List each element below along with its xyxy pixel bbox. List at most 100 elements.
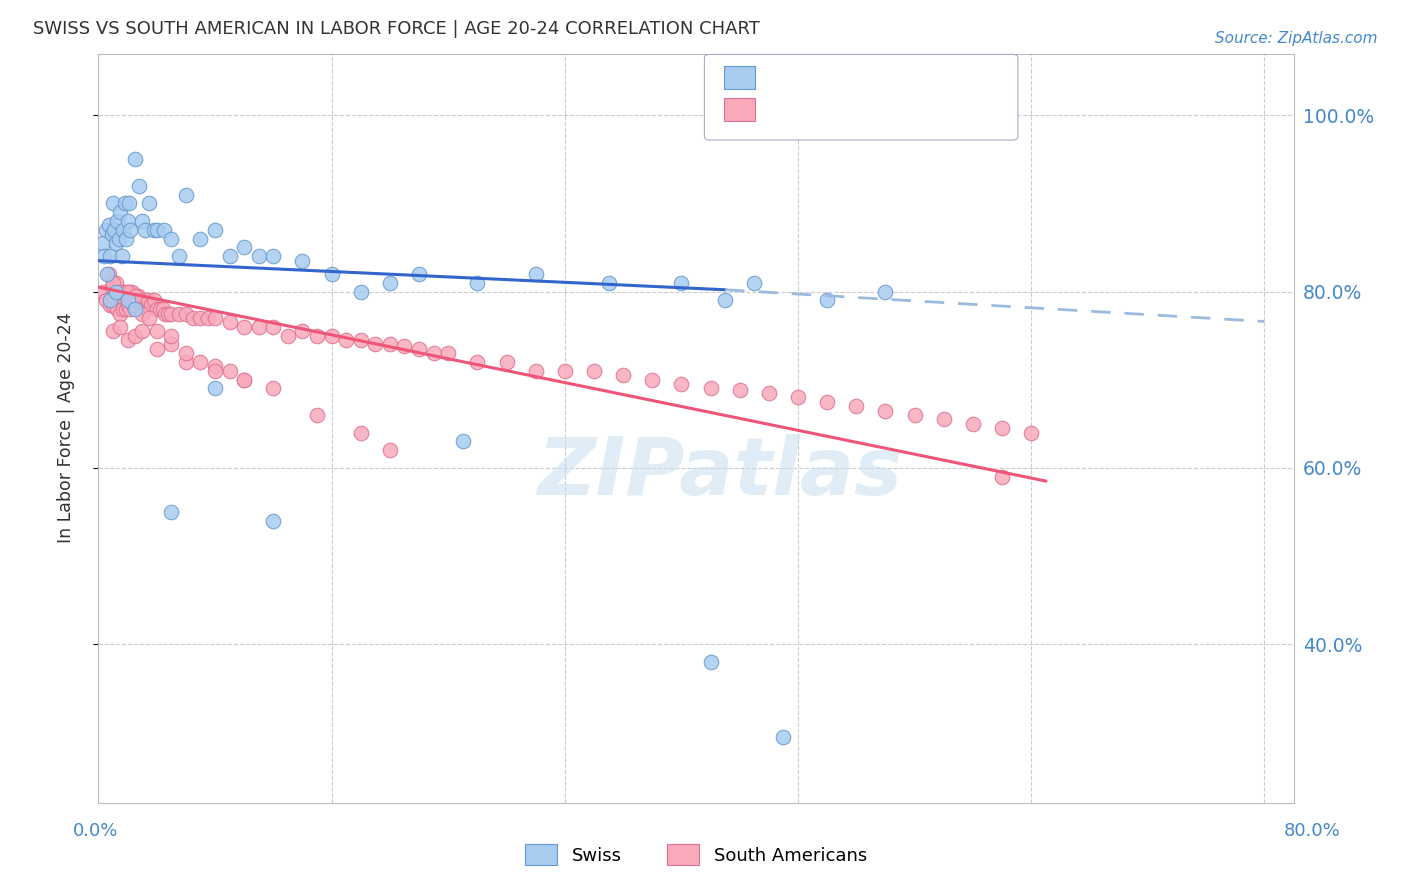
Point	[115, 232, 138, 246]
Point	[124, 289, 146, 303]
Point	[138, 196, 160, 211]
Point	[190, 232, 212, 246]
Text: 80.0%: 80.0%	[1284, 822, 1340, 840]
Point	[136, 293, 159, 308]
Point	[138, 310, 160, 325]
Point	[582, 364, 605, 378]
Point	[94, 223, 117, 237]
Point	[94, 293, 117, 308]
Point	[932, 412, 955, 426]
Point	[104, 276, 127, 290]
Point	[124, 298, 146, 312]
Point	[108, 232, 131, 246]
Legend: Swiss, South Americans: Swiss, South Americans	[517, 838, 875, 872]
Point	[305, 328, 328, 343]
Point	[160, 232, 183, 246]
Point	[408, 267, 430, 281]
Point	[112, 302, 135, 317]
Point	[291, 253, 314, 268]
Point	[111, 285, 134, 299]
Point	[145, 324, 167, 338]
Text: R =: R =	[763, 69, 803, 87]
Point	[128, 178, 150, 193]
Point	[671, 276, 693, 290]
Point	[262, 249, 284, 263]
Point	[772, 730, 794, 744]
Point	[114, 285, 136, 299]
Point	[671, 377, 693, 392]
Point	[101, 298, 124, 312]
Point	[422, 346, 444, 360]
Point	[139, 298, 162, 312]
Point	[98, 293, 121, 308]
Point	[262, 382, 284, 396]
Point	[117, 293, 139, 308]
Point	[218, 364, 240, 378]
Text: N =: N =	[890, 69, 929, 87]
Point	[117, 333, 139, 347]
Point	[100, 227, 122, 242]
Point	[160, 307, 183, 321]
Point	[378, 276, 401, 290]
Point	[110, 285, 132, 299]
Point	[129, 298, 152, 312]
Point	[467, 276, 489, 290]
Point	[96, 267, 118, 281]
Point	[110, 307, 132, 321]
Point	[103, 289, 125, 303]
Point	[758, 385, 780, 400]
Point	[149, 302, 172, 317]
Point	[142, 293, 165, 308]
Point	[103, 223, 125, 237]
Point	[321, 328, 343, 343]
Point	[93, 249, 115, 263]
Point	[100, 280, 122, 294]
Point	[160, 328, 183, 343]
Point	[815, 293, 838, 308]
Y-axis label: In Labor Force | Age 20-24: In Labor Force | Age 20-24	[56, 313, 75, 543]
Point	[167, 307, 190, 321]
Text: 60: 60	[929, 68, 956, 87]
Point	[291, 324, 314, 338]
Point	[105, 302, 128, 317]
Text: N =: N =	[890, 101, 929, 119]
Point	[875, 285, 897, 299]
Point	[91, 235, 114, 250]
Point	[190, 310, 212, 325]
Point	[134, 302, 156, 317]
Point	[117, 285, 139, 299]
Point	[181, 310, 204, 325]
Point	[394, 339, 416, 353]
Point	[641, 373, 664, 387]
Point	[167, 249, 190, 263]
Point	[204, 223, 226, 237]
Point	[991, 469, 1014, 483]
Point	[152, 302, 174, 317]
Point	[174, 187, 197, 202]
Point	[108, 289, 131, 303]
Point	[145, 342, 167, 356]
Point	[451, 434, 474, 449]
Point	[160, 337, 183, 351]
Point	[145, 302, 167, 317]
Point	[110, 319, 132, 334]
Point	[962, 417, 984, 431]
Point	[124, 302, 146, 317]
Point	[204, 359, 226, 374]
Point	[97, 219, 120, 233]
Point	[145, 223, 167, 237]
Point	[114, 196, 136, 211]
Point	[277, 328, 299, 343]
Point	[153, 223, 176, 237]
Point	[321, 267, 343, 281]
Point	[378, 337, 401, 351]
Point	[247, 319, 270, 334]
Point	[131, 324, 153, 338]
Point	[1019, 425, 1042, 440]
Point	[378, 443, 401, 458]
Point	[91, 285, 114, 299]
Point	[104, 285, 127, 299]
Point	[98, 249, 121, 263]
Text: -0.495: -0.495	[806, 101, 863, 119]
Point	[991, 421, 1014, 435]
